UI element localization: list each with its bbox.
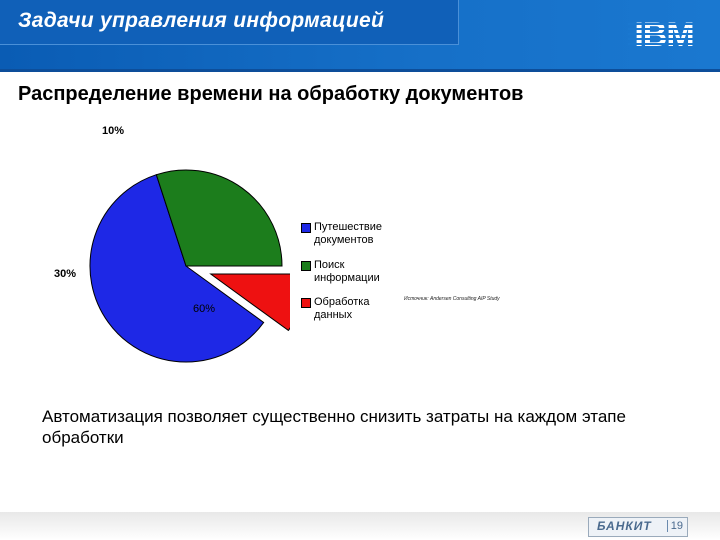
slice-search — [155, 169, 283, 267]
source-note: Источник: Andersen Consulting AIP Study — [404, 296, 500, 302]
header-rule — [0, 69, 720, 72]
slice-label-processing: 10% — [102, 125, 125, 137]
footer-brand: БАНКИТ — [597, 519, 652, 533]
legend-swatch-search — [301, 261, 311, 271]
page-number: 19 — [666, 520, 683, 532]
legend-label-processing: Обработка данных — [314, 296, 370, 321]
pie-chart — [89, 169, 290, 363]
slice-processing — [209, 273, 290, 332]
legend-label-travel: Путешествие документов — [314, 221, 383, 246]
legend-label-search: Поиск информации — [314, 259, 380, 284]
title-box: Задачи управления информацией — [0, 0, 459, 45]
slide-title: Задачи управления информацией — [18, 9, 385, 32]
slice-travel — [89, 174, 265, 363]
body-text: Автоматизация позволяет существенно сниз… — [42, 407, 626, 447]
header-bar: Задачи управления информацией IBM — [0, 0, 720, 72]
slide-subtitle: Распределение времени на обработку докум… — [18, 83, 524, 105]
footer-logo: БАНКИТ 19 — [588, 517, 688, 537]
legend-swatch-processing — [301, 298, 311, 308]
slice-label-search: 30% — [54, 268, 77, 280]
legend-swatch-travel — [301, 223, 311, 233]
ibm-logo: IBM — [628, 16, 700, 50]
slice-label-travel: 60% — [193, 303, 216, 315]
